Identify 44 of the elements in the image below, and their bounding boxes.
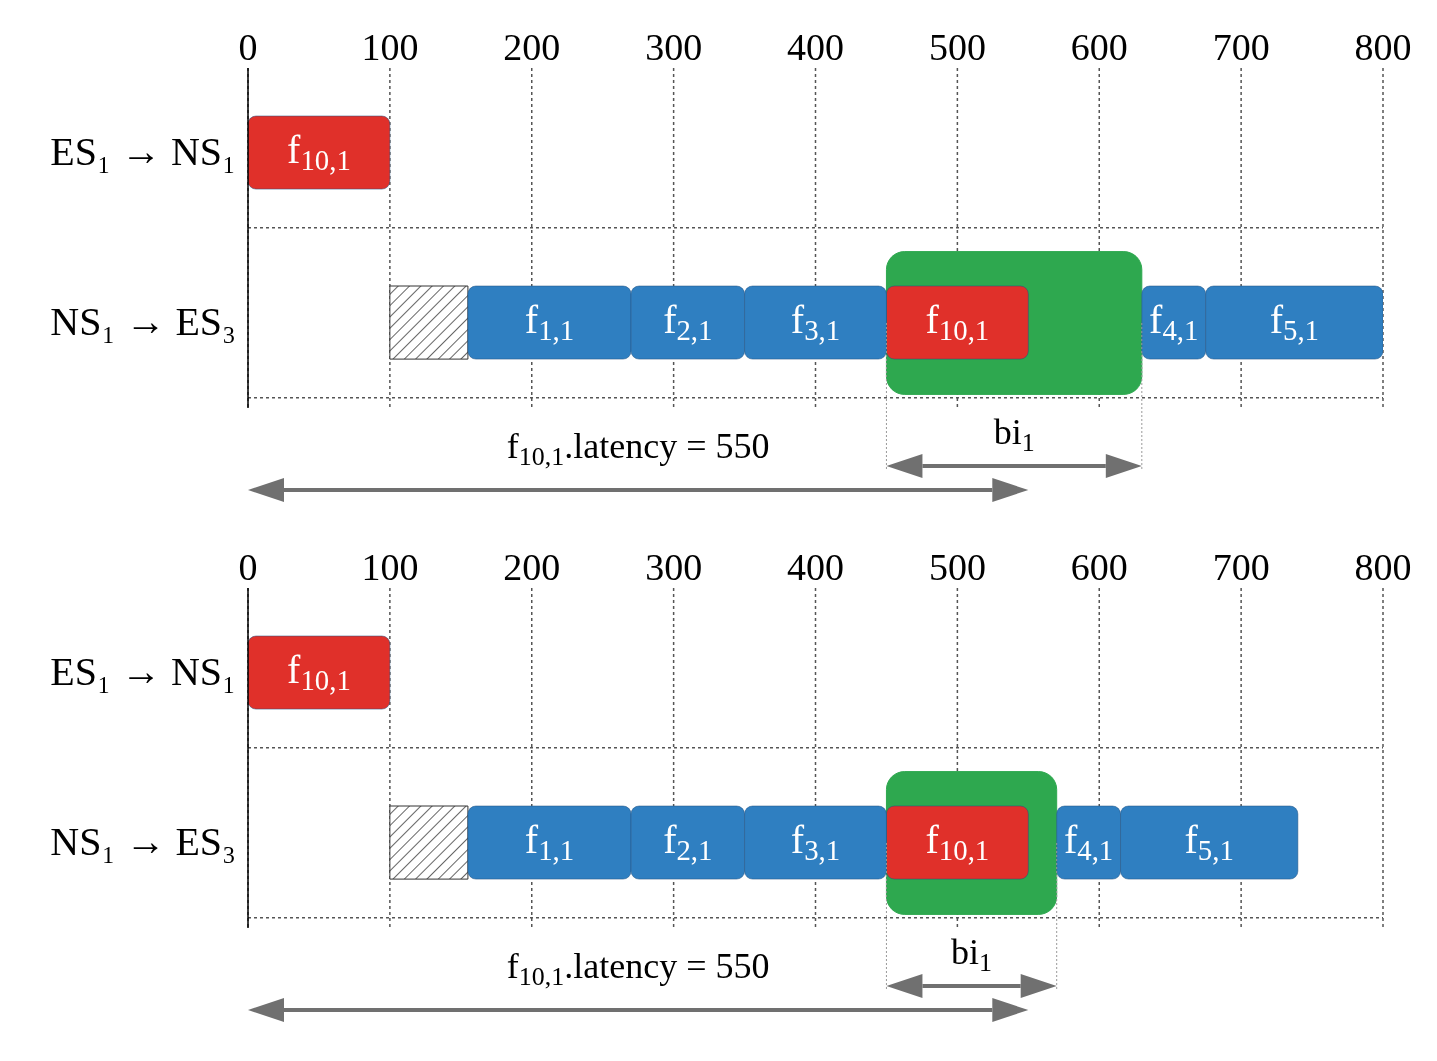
x-tick-label: 100: [361, 546, 419, 588]
bar: [389, 805, 469, 880]
series-label: f$_{2,1}$: [663, 296, 713, 346]
text: f$_{10,1}$.latency = 550: [506, 426, 770, 471]
x-tick-label: 500: [928, 26, 986, 68]
x-tick-label: 800: [1354, 26, 1412, 68]
x-tick-label: 300: [645, 546, 703, 588]
x-tick-label: 400: [787, 26, 844, 68]
text: f$_{10,1}$.latency = 550: [506, 946, 770, 991]
y-tick-label: NS₁ → ES₃: [50, 299, 236, 344]
series-label: f$_{3,1}$: [790, 816, 841, 866]
x-tick-label: 0: [238, 546, 258, 588]
series-label: f$_{10,1}$: [287, 646, 351, 696]
x-tick-label: 200: [503, 26, 561, 68]
series-label: f$_{4,1}$: [1149, 296, 1199, 346]
bar: [248, 635, 391, 710]
x-tick-label: 100: [361, 26, 419, 68]
bar: [248, 115, 391, 190]
series-label: f$_{2,1}$: [663, 816, 713, 866]
series-label: f$_{10,1}$: [287, 126, 351, 176]
x-tick-label: 200: [503, 546, 561, 588]
y-tick-label: ES₁ → NS₁: [50, 129, 236, 174]
series-label: f$_{3,1}$: [790, 296, 841, 346]
x-tick-label: 700: [1212, 26, 1270, 68]
x-tick-label: 500: [928, 546, 986, 588]
text: f$_{10,1}$: [925, 296, 990, 346]
x-tick-label: 800: [1354, 546, 1412, 588]
series-label: f$_{4,1}$: [1063, 816, 1114, 866]
series-label: f$_{1,1}$: [524, 296, 575, 346]
x-tick-label: 700: [1212, 546, 1270, 588]
series-label: f$_{5,1}$: [1269, 296, 1319, 346]
x-tick-label: 400: [787, 546, 844, 588]
x-tick-label: 600: [1070, 546, 1128, 588]
x-tick-label: 0: [238, 26, 258, 68]
band-label: bi$_{1}$: [951, 932, 993, 977]
y-tick-label: NS₁ → ES₃: [50, 819, 236, 864]
series-label: f$_{1,1}$: [524, 816, 575, 866]
x-tick-label: 600: [1070, 26, 1128, 68]
series-label: f$_{5,1}$: [1184, 816, 1234, 866]
bar: [389, 285, 469, 360]
band-label: bi$_{1}$: [993, 412, 1035, 457]
y-tick-label: ES₁ → NS₁: [50, 649, 236, 694]
text: f$_{10,1}$: [925, 816, 990, 866]
x-tick-label: 300: [645, 26, 703, 68]
